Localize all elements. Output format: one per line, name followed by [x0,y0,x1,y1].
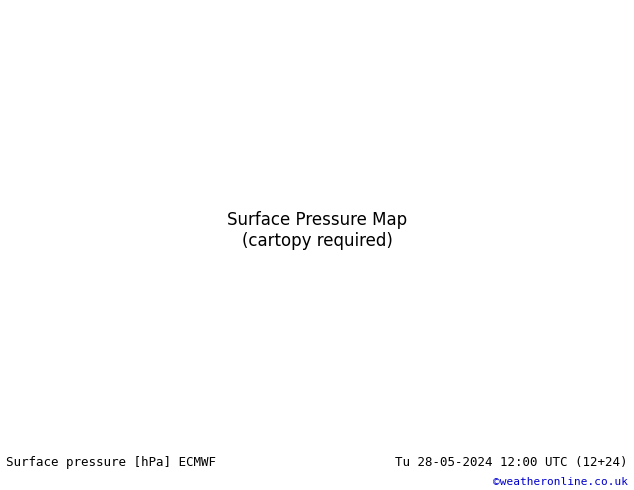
Text: Surface pressure [hPa] ECMWF: Surface pressure [hPa] ECMWF [6,456,216,469]
Text: Tu 28-05-2024 12:00 UTC (12+24): Tu 28-05-2024 12:00 UTC (12+24) [395,456,628,469]
Text: ©weatheronline.co.uk: ©weatheronline.co.uk [493,477,628,487]
Text: Surface Pressure Map
(cartopy required): Surface Pressure Map (cartopy required) [227,211,407,250]
